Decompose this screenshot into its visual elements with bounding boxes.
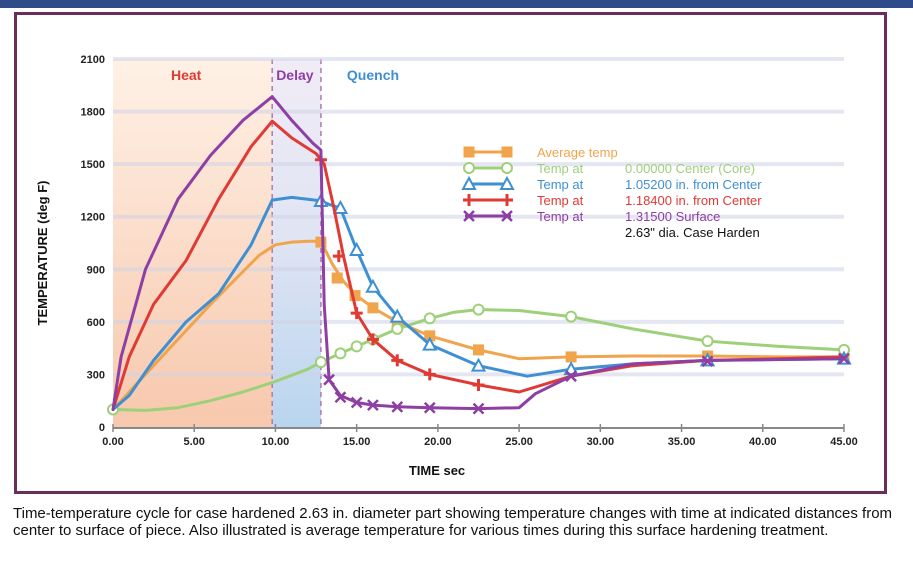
data-point-plus (463, 194, 475, 206)
data-point-cross (565, 370, 577, 383)
data-point-cross (323, 373, 335, 386)
data-point-cross (463, 210, 475, 222)
phase-label-delay: Delay (276, 67, 314, 83)
series-group (111, 95, 850, 415)
x-tick-label: 15.00 (343, 436, 371, 448)
axes: 0 300 600 900 1200 1500 1800 2100 0.00 5.00 10.00 1… (81, 54, 858, 448)
legend-label: Temp at (537, 209, 584, 224)
data-point-square (367, 302, 379, 314)
data-point-triangle (422, 336, 438, 351)
data-point-square (501, 146, 513, 158)
legend-position: 1.31500 Surface (625, 209, 720, 224)
legend-position: 0.00000 Center (Core) (625, 161, 755, 176)
data-point-circle (472, 303, 485, 316)
data-point-cross (391, 400, 404, 413)
y-tick-label: 1500 (81, 159, 105, 171)
legend-label: Temp at (537, 193, 584, 208)
data-point-plus (501, 194, 513, 206)
data-point-triangle (499, 175, 515, 190)
data-point-triangle (461, 175, 477, 190)
data-point-cross (701, 355, 714, 368)
data-point-circle (314, 356, 327, 369)
top-decor-strip (0, 0, 913, 8)
chart-frame: Heat Delay Quench 0 300 600 900 1200 1500 1800 21… (14, 12, 887, 494)
data-point-circle (501, 162, 513, 174)
data-point-triangle (365, 278, 381, 293)
data-series (107, 95, 852, 416)
data-point-plus (472, 378, 485, 391)
data-point-circle (423, 312, 436, 325)
data-point-square (315, 236, 327, 248)
data-point-circle (334, 347, 347, 360)
figure-caption: Time-temperature cycle for case hardened… (13, 505, 893, 539)
x-tick-label: 45.00 (830, 436, 858, 448)
y-axis-label: TEMPERATURE (deg F) (35, 181, 50, 326)
y-tick-label: 1800 (81, 107, 105, 119)
legend-note: 2.63" dia. Case Harden (625, 225, 760, 240)
data-point-circle (565, 310, 578, 323)
y-tick-label: 1200 (81, 212, 105, 224)
legend-label: Average temp (537, 145, 618, 160)
data-point-square (463, 146, 475, 158)
phase-label-quench: Quench (347, 67, 399, 83)
data-point-square (473, 344, 484, 356)
data-point-triangle (348, 241, 365, 257)
data-point-cross (367, 399, 379, 411)
data-point-plus (350, 307, 363, 320)
data-point-triangle (470, 357, 487, 372)
data-point-circle (463, 162, 475, 174)
x-tick-label: 25.00 (505, 436, 533, 448)
data-point-square (331, 272, 343, 284)
data-point-triangle (332, 199, 349, 214)
x-tick-label: 10.00 (262, 436, 290, 448)
legend-position: 1.18400 in. from Center (625, 193, 762, 208)
data-point-cross (501, 210, 513, 222)
data-point-plus (391, 354, 404, 367)
y-tick-label: 2100 (81, 54, 105, 66)
legend-label: Temp at (537, 177, 584, 192)
y-tick-label: 0 (99, 422, 105, 434)
series-group (111, 192, 852, 411)
data-point-plus (423, 368, 436, 381)
x-tick-label: 40.00 (749, 436, 777, 448)
data-point-cross (423, 401, 436, 414)
data-point-cross (334, 391, 347, 404)
data-point-cross (838, 352, 850, 365)
x-tick-label: 30.00 (587, 436, 615, 448)
data-point-cross (350, 396, 363, 409)
data-point-triangle (389, 308, 405, 323)
y-tick-label: 900 (87, 264, 105, 276)
x-tick-label: 20.00 (424, 436, 452, 448)
data-point-cross (472, 402, 485, 415)
x-tick-label: 5.00 (184, 436, 205, 448)
x-axis-label: TIME sec (409, 463, 465, 478)
x-tick-label: 35.00 (668, 436, 696, 448)
phase-label-heat: Heat (171, 67, 202, 83)
legend-position: 1.05200 in. from Center (625, 177, 762, 192)
data-point-circle (350, 340, 363, 353)
legend-label: Temp at (537, 161, 584, 176)
y-tick-label: 600 (87, 317, 105, 329)
data-point-square (565, 351, 577, 363)
y-tick-label: 300 (87, 369, 105, 381)
data-point-plus (366, 333, 379, 346)
data-point-circle (391, 322, 404, 335)
grid-lines (113, 57, 844, 377)
data-point-circle (701, 335, 714, 348)
x-tick-label: 0.00 (102, 436, 123, 448)
data-point-plus (332, 250, 345, 263)
temperature-chart: Heat Delay Quench 0 300 600 900 1200 1500 1800 21… (35, 54, 858, 478)
phase-region-heat (113, 59, 273, 427)
